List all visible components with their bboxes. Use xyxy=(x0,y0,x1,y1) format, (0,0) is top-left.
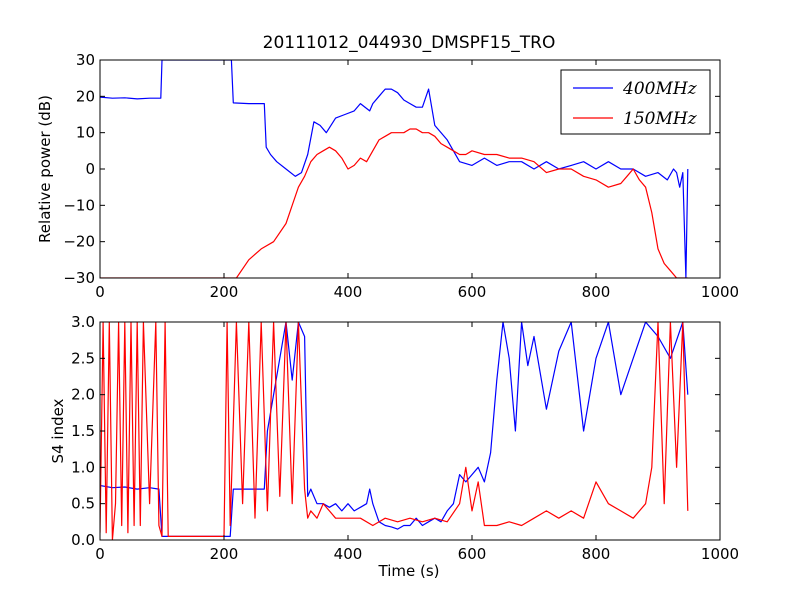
x-tick-label: 400 xyxy=(334,545,363,563)
y-tick-label: 20 xyxy=(76,87,95,105)
series-line-400mhz xyxy=(100,322,689,537)
y-tick-label: 0.5 xyxy=(71,495,95,513)
x-tick-label: 1000 xyxy=(701,545,739,563)
series-line-400mhz xyxy=(100,60,689,278)
x-tick-label: 800 xyxy=(582,283,611,301)
x-tick-label: 200 xyxy=(210,283,239,301)
y-tick-label: 0 xyxy=(85,160,95,178)
y-tick-label: 1.0 xyxy=(71,458,95,476)
x-tick-label: 0 xyxy=(95,283,105,301)
x-tick-label: 200 xyxy=(210,545,239,563)
y-tick-label: 10 xyxy=(76,124,95,142)
legend-label-400mhz: 400MHz xyxy=(622,79,698,99)
x-tick-label: 400 xyxy=(334,283,363,301)
plot-frame xyxy=(99,321,721,541)
y-tick-label: 1.5 xyxy=(71,422,95,440)
x-tick-label: 1000 xyxy=(701,283,739,301)
x-tick-label: 800 xyxy=(582,545,611,563)
y-tick-label: −20 xyxy=(63,233,95,251)
top-y-axis-label: Relative power (dB) xyxy=(36,95,54,243)
y-tick-label: 30 xyxy=(76,51,95,69)
bottom-panel-s4: 0 200 400 600 800 1000 0.0 0.5 1.0 1.5 2.0 2.5 3.0 xyxy=(71,313,739,563)
chart-title: 20111012_044930_DMSPF15_TRO xyxy=(263,33,556,53)
x-tick-label: 600 xyxy=(458,283,487,301)
series-line-150mhz xyxy=(100,322,689,540)
legend: 400MHz 150MHz xyxy=(560,69,711,135)
bottom-x-axis-label: Time (s) xyxy=(378,562,440,580)
x-tick-label: 0 xyxy=(95,545,105,563)
top-panel-power: 0 200 400 600 800 1000 −30 −20 −10 0 10 20 30 400MHz 1… xyxy=(63,51,739,301)
y-tick-label: 2.0 xyxy=(71,386,95,404)
series-group xyxy=(100,60,689,278)
plot-frame xyxy=(99,59,721,279)
y-tick-label: −10 xyxy=(63,196,95,214)
y-tick-label: 3.0 xyxy=(71,313,95,331)
plot-area xyxy=(100,322,720,540)
legend-label-150mhz: 150MHz xyxy=(623,109,698,129)
y-tick-label: −30 xyxy=(63,269,95,287)
series-line-150mhz xyxy=(100,128,688,278)
legend-box xyxy=(560,69,711,135)
series-group xyxy=(100,322,689,540)
y-tick-label: 2.5 xyxy=(71,349,95,367)
y-tick-label: 0.0 xyxy=(71,531,95,549)
bottom-y-axis-label: S4 index xyxy=(49,398,67,463)
x-tick-label: 600 xyxy=(458,545,487,563)
